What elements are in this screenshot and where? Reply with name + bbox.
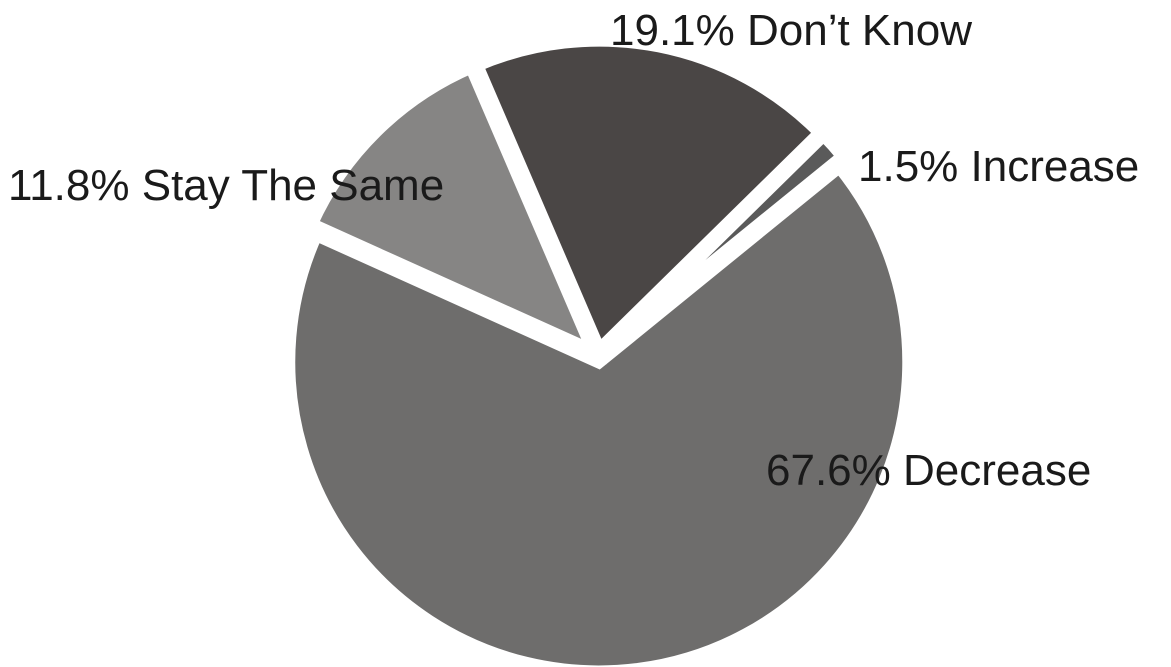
pie-slices	[282, 33, 916, 667]
slice-label-increase: 1.5% Increase	[858, 142, 1139, 191]
pie-slice-stay-the-same	[302, 58, 607, 365]
pie-slice-decrease	[282, 157, 916, 667]
pie-slice-don-t-know	[468, 33, 830, 362]
pie-labels: 1.5% Increase 67.6% Decrease 11.8% Stay …	[8, 6, 1139, 495]
slice-label-decrease: 67.6% Decrease	[766, 446, 1091, 495]
slice-label-stay-the-same: 11.8% Stay The Same	[8, 161, 444, 210]
slice-label-dont-know: 19.1% Don’t Know	[610, 6, 972, 55]
